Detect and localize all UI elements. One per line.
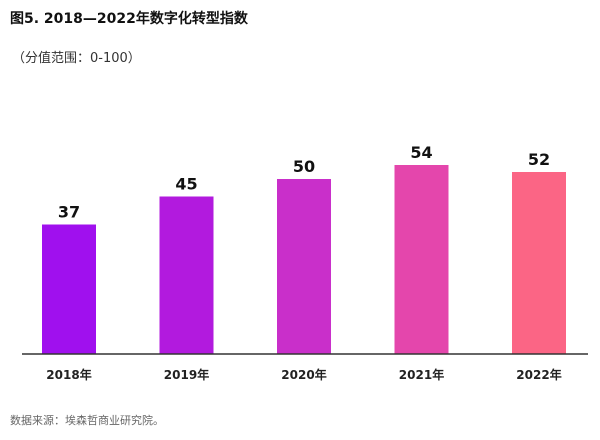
data-source-note: 数据来源：埃森哲商业研究院。 <box>10 414 164 427</box>
bar-2 <box>277 179 331 354</box>
bar-1 <box>159 196 214 354</box>
bars-group <box>42 165 566 354</box>
value-label-3: 54 <box>410 143 432 162</box>
value-label-0: 37 <box>58 203 80 222</box>
category-label-4: 2022年 <box>516 367 561 382</box>
bar-4 <box>512 172 566 354</box>
chart-subtitle: （分值范围：0-100） <box>12 51 141 66</box>
category-label-3: 2021年 <box>399 367 444 382</box>
value-label-1: 45 <box>175 175 197 194</box>
value-label-2: 50 <box>293 157 315 176</box>
value-label-4: 52 <box>528 150 550 169</box>
category-label-1: 2019年 <box>164 367 209 382</box>
category-labels-group: 2018年 2019年 2020年 2021年 2022年 <box>46 367 561 382</box>
value-labels-group: 37 45 50 54 52 <box>58 143 550 222</box>
bar-3 <box>394 165 449 354</box>
chart-title: 图5. 2018—2022年数字化转型指数 <box>10 11 248 27</box>
bar-0 <box>42 224 96 354</box>
category-label-0: 2018年 <box>46 367 91 382</box>
category-label-2: 2020年 <box>281 367 326 382</box>
